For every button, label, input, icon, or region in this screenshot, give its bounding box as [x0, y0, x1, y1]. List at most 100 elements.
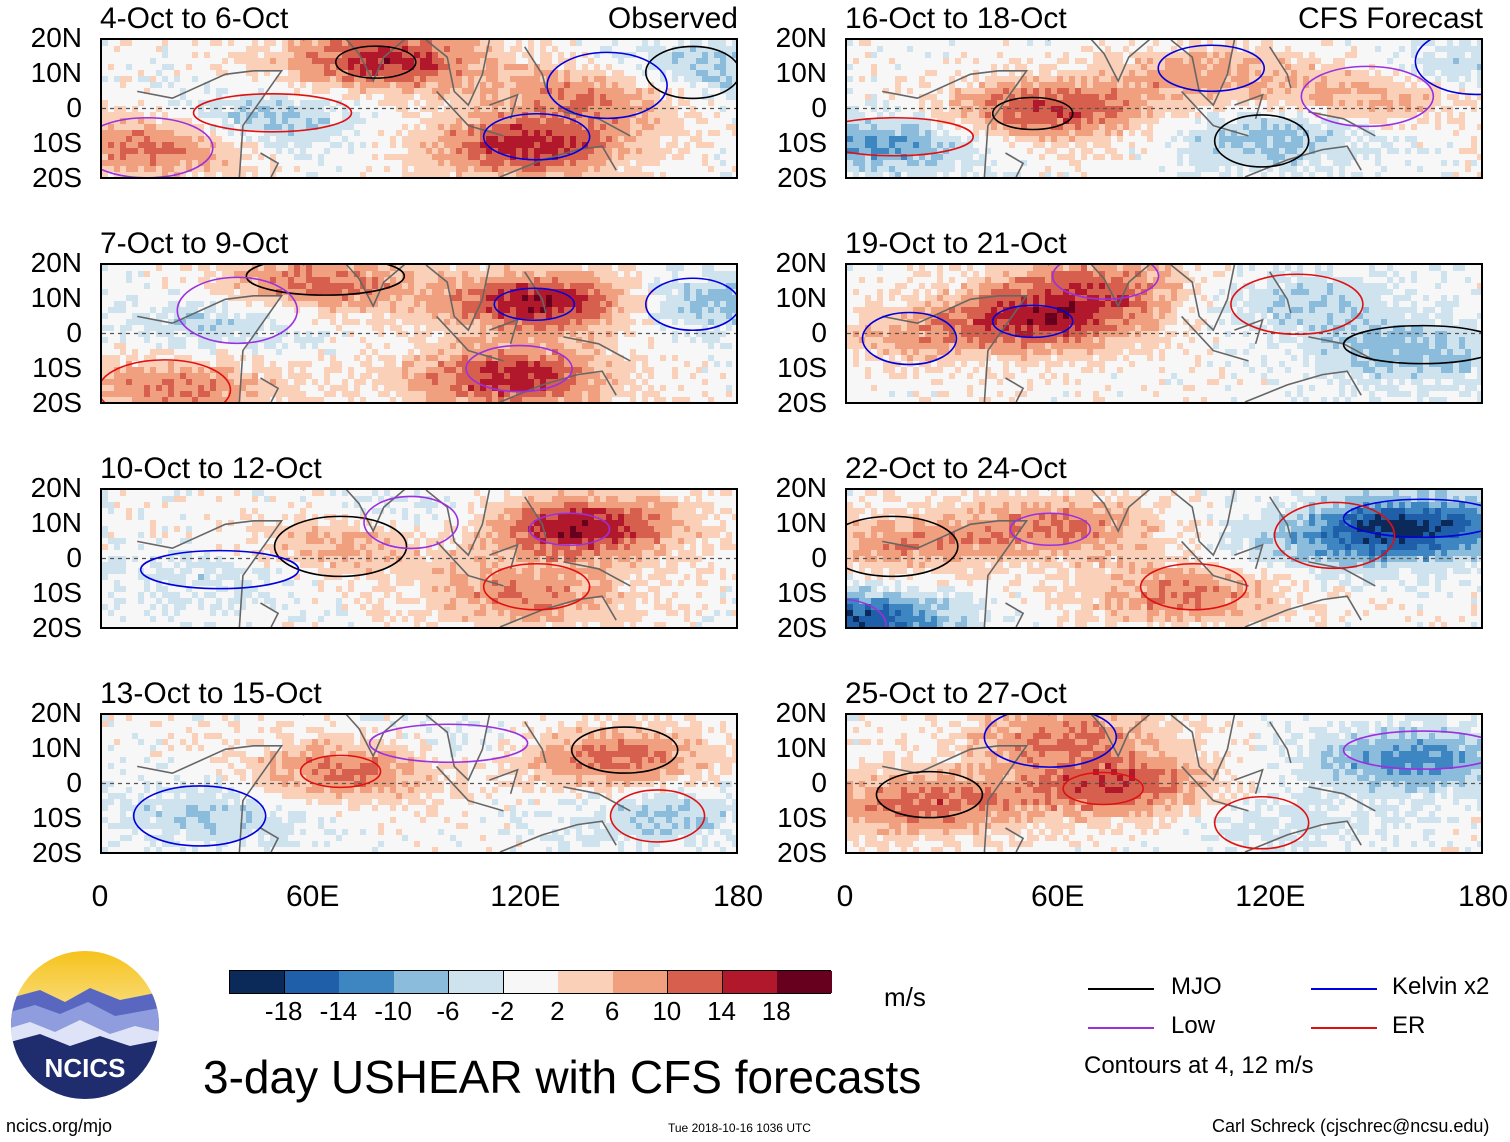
heatmap-cell: [570, 289, 577, 296]
heatmap-cell: [600, 307, 607, 314]
heatmap-cell: [144, 64, 151, 71]
heatmap-cell: [354, 265, 361, 272]
heatmap-cell: [276, 118, 283, 125]
heatmap-cell: [150, 58, 157, 65]
heatmap-cell: [564, 130, 571, 137]
heatmap-cell: [276, 166, 283, 173]
heatmap-cell: [684, 349, 691, 356]
heatmap-cell: [588, 136, 595, 143]
heatmap-cell: [420, 271, 427, 278]
heatmap-cell: [210, 271, 217, 278]
heatmap-cell: [528, 118, 535, 125]
heatmap-cell: [510, 277, 517, 284]
heatmap-cell: [606, 349, 613, 356]
heatmap-cell: [702, 166, 709, 173]
heatmap-cell: [636, 148, 643, 155]
heatmap-cell: [618, 166, 625, 173]
heatmap-cell: [552, 58, 559, 65]
heatmap-cell: [126, 331, 133, 338]
heatmap-cell: [612, 58, 619, 65]
heatmap-cell: [396, 313, 403, 320]
heatmap-cell: [672, 88, 679, 95]
heatmap-cell: [684, 289, 691, 296]
heatmap-cell: [600, 331, 607, 338]
heatmap-cell: [486, 301, 493, 308]
heatmap-cell: [210, 397, 217, 402]
heatmap-cell: [360, 355, 367, 362]
heatmap-cell: [492, 94, 499, 101]
heatmap-cell: [294, 391, 301, 398]
heatmap-cell: [564, 379, 571, 386]
heatmap-cell: [456, 100, 463, 107]
heatmap-cell: [624, 355, 631, 362]
heatmap-cell: [288, 82, 295, 89]
heatmap-cell: [534, 349, 541, 356]
heatmap-cell: [144, 331, 151, 338]
heatmap-cell: [516, 142, 523, 149]
heatmap-cell: [222, 385, 229, 392]
heatmap-cell: [462, 265, 469, 272]
heatmap-cell: [432, 112, 439, 119]
heatmap-cell: [162, 58, 169, 65]
heatmap-cell: [684, 130, 691, 137]
heatmap-cell: [450, 58, 457, 65]
heatmap-cell: [390, 373, 397, 380]
heatmap-cell: [576, 106, 583, 113]
heatmap-cell: [198, 124, 205, 131]
heatmap-cell: [732, 58, 736, 65]
heatmap-cell: [432, 58, 439, 65]
heatmap-cell: [150, 349, 157, 356]
heatmap-cell: [462, 373, 469, 380]
heatmap-cell: [498, 367, 505, 374]
heatmap-cell: [714, 397, 721, 402]
heatmap-cell: [564, 46, 571, 53]
heatmap-cell: [330, 88, 337, 95]
heatmap-cell: [414, 307, 421, 314]
heatmap-cell: [546, 46, 553, 53]
heatmap-cell: [420, 154, 427, 161]
heatmap-cell: [156, 106, 163, 113]
heatmap-cell: [234, 385, 241, 392]
heatmap-cell: [390, 385, 397, 392]
heatmap-cell: [696, 391, 703, 398]
heatmap-cell: [282, 154, 289, 161]
heatmap-cell: [510, 490, 517, 497]
heatmap-cell: [294, 46, 301, 53]
heatmap-cell: [552, 289, 559, 296]
heatmap-cell: [138, 70, 145, 77]
heatmap-cell: [420, 52, 427, 59]
heatmap-cell: [108, 100, 115, 107]
heatmap-cell: [390, 490, 397, 497]
heatmap-cell: [396, 349, 403, 356]
heatmap-cell: [192, 349, 199, 356]
heatmap-cell: [126, 283, 133, 290]
heatmap-cell: [108, 271, 115, 278]
heatmap-cell: [222, 166, 229, 173]
heatmap-cell: [438, 337, 445, 344]
heatmap-cell: [348, 52, 355, 59]
heatmap-cell: [636, 349, 643, 356]
heatmap-cell: [306, 385, 313, 392]
heatmap-cell: [114, 385, 121, 392]
heatmap-cell: [252, 319, 259, 326]
heatmap-cell: [168, 301, 175, 308]
heatmap-cell: [258, 88, 265, 95]
heatmap-cell: [588, 94, 595, 101]
heatmap-cell: [378, 295, 385, 302]
heatmap-cell: [696, 373, 703, 380]
heatmap-cell: [234, 112, 241, 119]
heatmap-cell: [660, 130, 667, 137]
heatmap-cell: [402, 46, 409, 53]
heatmap-cell: [270, 361, 277, 368]
heatmap-cell: [276, 82, 283, 89]
heatmap-cell: [558, 166, 565, 173]
heatmap-cell: [330, 283, 337, 290]
heatmap-cell: [366, 391, 373, 398]
heatmap-cell: [504, 265, 511, 272]
heatmap-cell: [576, 313, 583, 320]
heatmap-cell: [612, 289, 619, 296]
heatmap-cell: [348, 289, 355, 296]
heatmap-cell: [366, 100, 373, 107]
heatmap-cell: [486, 277, 493, 284]
heatmap-cell: [504, 283, 511, 290]
